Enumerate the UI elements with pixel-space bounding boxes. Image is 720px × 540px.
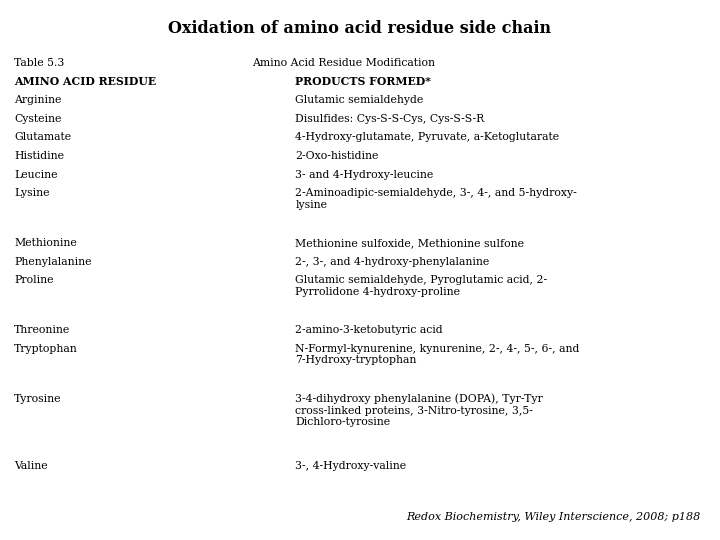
Text: Phenylalanine: Phenylalanine — [14, 256, 91, 267]
Text: Threonine: Threonine — [14, 325, 71, 335]
Text: Lysine: Lysine — [14, 188, 50, 198]
Text: N-Formyl-kynurenine, kynurenine, 2-, 4-, 5-, 6-, and
7-Hydroxy-tryptophan: N-Formyl-kynurenine, kynurenine, 2-, 4-,… — [295, 344, 580, 366]
Text: 4-Hydroxy-glutamate, Pyruvate, a-Ketoglutarate: 4-Hydroxy-glutamate, Pyruvate, a-Ketoglu… — [295, 132, 559, 143]
Text: 2-, 3-, and 4-hydroxy-phenylalanine: 2-, 3-, and 4-hydroxy-phenylalanine — [295, 256, 490, 267]
Text: Amino Acid Residue Modification: Amino Acid Residue Modification — [253, 58, 436, 68]
Text: 3-, 4-Hydroxy-valine: 3-, 4-Hydroxy-valine — [295, 461, 407, 470]
Text: Disulfides: Cys-S-S-Cys, Cys-S-S-R: Disulfides: Cys-S-S-Cys, Cys-S-S-R — [295, 114, 485, 124]
Text: Histidine: Histidine — [14, 151, 64, 161]
Text: Cysteine: Cysteine — [14, 114, 62, 124]
Text: Leucine: Leucine — [14, 170, 58, 180]
Text: Oxidation of amino acid residue side chain: Oxidation of amino acid residue side cha… — [168, 20, 552, 37]
Text: Tyrosine: Tyrosine — [14, 394, 62, 403]
Text: 2-amino-3-ketobutyric acid: 2-amino-3-ketobutyric acid — [295, 325, 443, 335]
Text: 2-Aminoadipic-semialdehyde, 3-, 4-, and 5-hydroxy-
lysine: 2-Aminoadipic-semialdehyde, 3-, 4-, and … — [295, 188, 577, 210]
Text: Glutamate: Glutamate — [14, 132, 71, 143]
Text: Methionine sulfoxide, Methionine sulfone: Methionine sulfoxide, Methionine sulfone — [295, 238, 524, 248]
Text: Valine: Valine — [14, 461, 48, 470]
Text: Methionine: Methionine — [14, 238, 77, 248]
Text: Glutamic semialdehyde, Pyroglutamic acid, 2-
Pyrrolidone 4-hydroxy-proline: Glutamic semialdehyde, Pyroglutamic acid… — [295, 275, 548, 297]
Text: Proline: Proline — [14, 275, 54, 286]
Text: Redox Biochemistry, Wiley Interscience, 2008; p188: Redox Biochemistry, Wiley Interscience, … — [406, 512, 701, 523]
Text: 3- and 4-Hydroxy-leucine: 3- and 4-Hydroxy-leucine — [295, 170, 433, 180]
Text: Glutamic semialdehyde: Glutamic semialdehyde — [295, 95, 423, 105]
Text: 3-4-dihydroxy phenylalanine (DOPA), Tyr-Tyr
cross-linked proteins, 3-Nitro-tyros: 3-4-dihydroxy phenylalanine (DOPA), Tyr-… — [295, 394, 543, 427]
Text: PRODUCTS FORMED*: PRODUCTS FORMED* — [295, 77, 431, 87]
Text: Arginine: Arginine — [14, 95, 62, 105]
Text: Tryptophan: Tryptophan — [14, 344, 78, 354]
Text: 2-Oxo-histidine: 2-Oxo-histidine — [295, 151, 379, 161]
Text: Table 5.3: Table 5.3 — [14, 58, 65, 68]
Text: AMINO ACID RESIDUE: AMINO ACID RESIDUE — [14, 77, 156, 87]
